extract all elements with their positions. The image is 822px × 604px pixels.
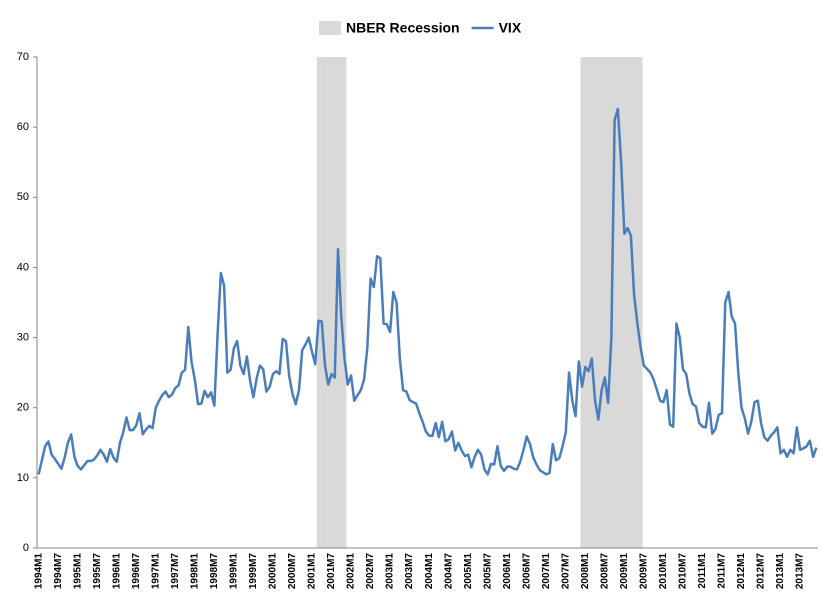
x-tick-label: 2005M1 [463, 553, 474, 590]
recession-bar [622, 57, 627, 548]
x-tick-label: 2002M7 [365, 553, 376, 590]
x-tick-label: 2004M7 [443, 553, 454, 590]
x-tick-label: 2005M7 [482, 553, 493, 590]
recession-bar [629, 57, 633, 548]
x-tick-label: 1994M7 [53, 553, 64, 590]
legend-label: NBER Recession [346, 20, 460, 36]
recession-bar [316, 57, 321, 548]
x-tick-label: 2006M7 [521, 553, 532, 590]
x-tick-label: 2011M7 [717, 553, 728, 589]
x-tick-label: 2008M1 [580, 553, 591, 590]
recession-bar [586, 57, 591, 548]
recession-bar [635, 57, 640, 548]
y-tick-label: 20 [17, 402, 29, 414]
recession-bar [626, 57, 630, 548]
recession-bar [619, 57, 624, 548]
y-tick-label: 60 [17, 121, 29, 133]
x-tick-label: 1996M7 [131, 553, 142, 590]
x-tick-label: 1999M7 [248, 553, 259, 590]
x-tick-label: 1997M7 [170, 553, 181, 590]
x-tick-label: 2013M1 [775, 553, 786, 590]
y-tick-label: 0 [23, 542, 29, 554]
legend-label: VIX [499, 20, 522, 36]
x-tick-label: 2010M7 [678, 553, 689, 590]
x-tick-label: 2010M1 [658, 553, 669, 590]
x-tick-label: 2001M1 [307, 553, 318, 590]
x-tick-label: 2008M7 [599, 553, 610, 590]
x-tick-label: 2001M7 [326, 553, 337, 590]
recession-bar [599, 57, 604, 548]
recession-bar [593, 57, 598, 548]
vix-line [37, 107, 818, 476]
x-tick-label: 2003M1 [385, 553, 396, 590]
recession-bar [333, 57, 337, 548]
x-tick-label: 2011M1 [697, 553, 708, 589]
x-tick-label: 2000M1 [268, 553, 279, 590]
y-tick-label: 10 [17, 472, 29, 484]
recession-bar [616, 57, 620, 548]
x-tick-label: 1999M1 [229, 553, 240, 590]
x-tick-label: 2012M7 [756, 553, 767, 590]
x-tick-label: 2007M1 [541, 553, 552, 590]
x-tick-label: 1998M1 [189, 553, 200, 590]
recession-bar [606, 57, 611, 548]
x-tick-label: 1995M7 [92, 553, 103, 590]
x-tick-label: 1997M1 [150, 553, 161, 590]
recession-bar [590, 57, 594, 548]
x-tick-label: 1996M1 [111, 553, 122, 590]
recession-bar [603, 57, 607, 548]
x-tick-label: 2006M1 [502, 553, 513, 590]
recession-bar [336, 57, 340, 548]
x-tick-label: 2009M1 [619, 553, 630, 590]
legend-swatch [319, 21, 341, 35]
recession-bar [596, 57, 601, 548]
x-tick-label: 2002M1 [346, 553, 357, 590]
legend: NBER Recession VIX [319, 20, 522, 36]
y-tick-label: 30 [17, 331, 29, 343]
y-tick-label: 70 [17, 51, 29, 63]
x-tick-label: 2012M1 [736, 553, 747, 590]
y-tick-label: 40 [17, 261, 29, 273]
recession-bar [323, 57, 327, 548]
recession-bar [639, 57, 643, 548]
x-tick-label: 1995M1 [72, 553, 83, 590]
x-tick-label: 2004M1 [424, 553, 435, 590]
y-tick-label: 50 [17, 191, 29, 203]
x-tick-label: 2013M7 [795, 553, 806, 590]
x-tick-label: 2009M7 [639, 553, 650, 590]
recession-bar [583, 57, 588, 548]
recession-bar [329, 57, 334, 548]
x-tick-label: 1994M1 [33, 553, 44, 590]
x-tick-label: 1998M7 [209, 553, 220, 590]
x-tick-label: 2003M7 [404, 553, 415, 590]
recession-bar [326, 57, 331, 548]
recession-bar [612, 57, 617, 548]
x-tick-label: 2007M7 [560, 553, 571, 590]
x-tick-label: 2000M7 [287, 553, 298, 590]
recession-bar [320, 57, 324, 548]
recession-bar [580, 57, 584, 548]
recession-bar [342, 57, 347, 548]
